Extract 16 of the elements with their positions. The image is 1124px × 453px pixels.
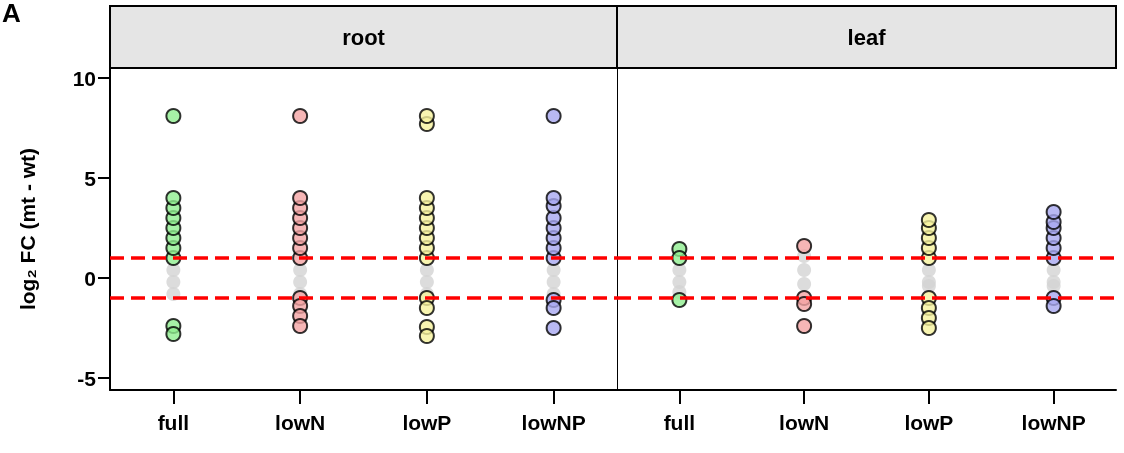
y-tick-label: 0 bbox=[84, 266, 96, 290]
chart-title: root bbox=[342, 24, 386, 50]
y-tick-label: -5 bbox=[77, 366, 97, 390]
y-axis-title: log₂ FC (mt - wt) bbox=[16, 147, 39, 311]
y-tick-label: 5 bbox=[84, 166, 97, 190]
x-tick-label: lowNP bbox=[1021, 411, 1086, 434]
text: A bbox=[2, 0, 21, 28]
x-tick-label: lowNP bbox=[521, 411, 586, 434]
chart-title: leaf bbox=[847, 24, 887, 50]
x-tick-label: lowN bbox=[275, 411, 326, 434]
x-tick-label: lowP bbox=[904, 411, 954, 434]
x-tick-label: full bbox=[157, 411, 190, 434]
y-tick-label: 10 bbox=[72, 66, 96, 90]
x-tick-label: full bbox=[663, 411, 696, 434]
x-tick-label: lowN bbox=[779, 411, 830, 434]
x-tick-label: lowP bbox=[402, 411, 452, 434]
